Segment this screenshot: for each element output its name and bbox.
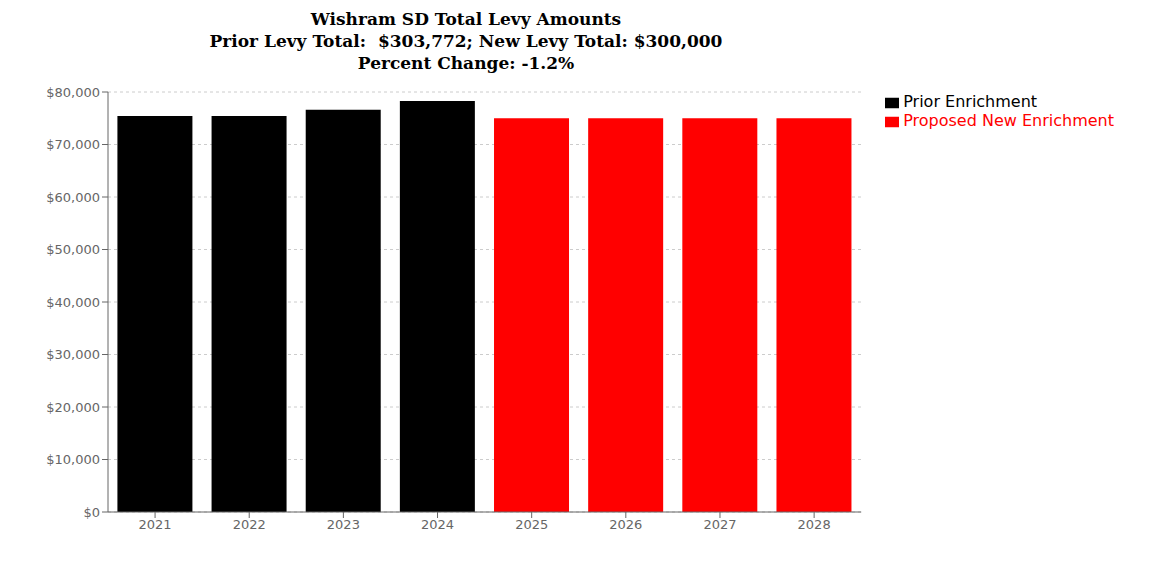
svg-text:2028: 2028 [798,517,831,532]
svg-text:$30,000: $30,000 [46,347,100,362]
svg-text:$20,000: $20,000 [46,400,100,415]
svg-text:2021: 2021 [139,517,172,532]
svg-text:$50,000: $50,000 [46,242,100,257]
svg-text:2023: 2023 [327,517,360,532]
svg-text:$10,000: $10,000 [46,452,100,467]
svg-text:2024: 2024 [421,517,454,532]
svg-text:2027: 2027 [703,517,736,532]
html-text:Percent Change: -1.2%: Percent Change: -1.2% [357,53,575,73]
html-text:Proposed New Enrichment: Proposed New Enrichment [903,111,1114,130]
html-text:Prior Enrichment: Prior Enrichment [903,92,1038,111]
svg-text:$60,000: $60,000 [46,190,100,205]
svg-text:$80,000: $80,000 [46,85,100,100]
svg-text:2022: 2022 [233,517,266,532]
svg-text:2026: 2026 [609,517,642,532]
html-text:Wishram SD Total Levy Amounts: Wishram SD Total Levy Amounts [310,9,622,29]
html-text:Prior Levy Total: $303,772; Ne: Prior Levy Total: $303,772; New Levy Tot… [209,31,723,51]
svg-text:2025: 2025 [515,517,548,532]
svg-text:$0: $0 [83,505,100,520]
svg-text:$40,000: $40,000 [46,295,100,310]
svg-text:$70,000: $70,000 [46,137,100,152]
